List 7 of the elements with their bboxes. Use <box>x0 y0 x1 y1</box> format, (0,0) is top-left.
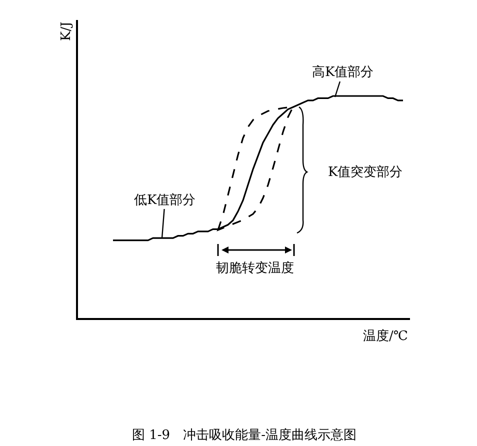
text: K/J <box>59 22 74 41</box>
annotation: K值突变部分 <box>328 165 403 180</box>
annotation: 低K值部分 <box>134 193 196 208</box>
text: 高K值部分 <box>312 64 374 80</box>
caption: 图 1-9 冲击吸收能量-温度曲线示意图 <box>132 427 356 443</box>
annotation: 韧脆转变温度 <box>216 260 294 276</box>
x-axis-title: 温度/℃ <box>363 328 408 344</box>
